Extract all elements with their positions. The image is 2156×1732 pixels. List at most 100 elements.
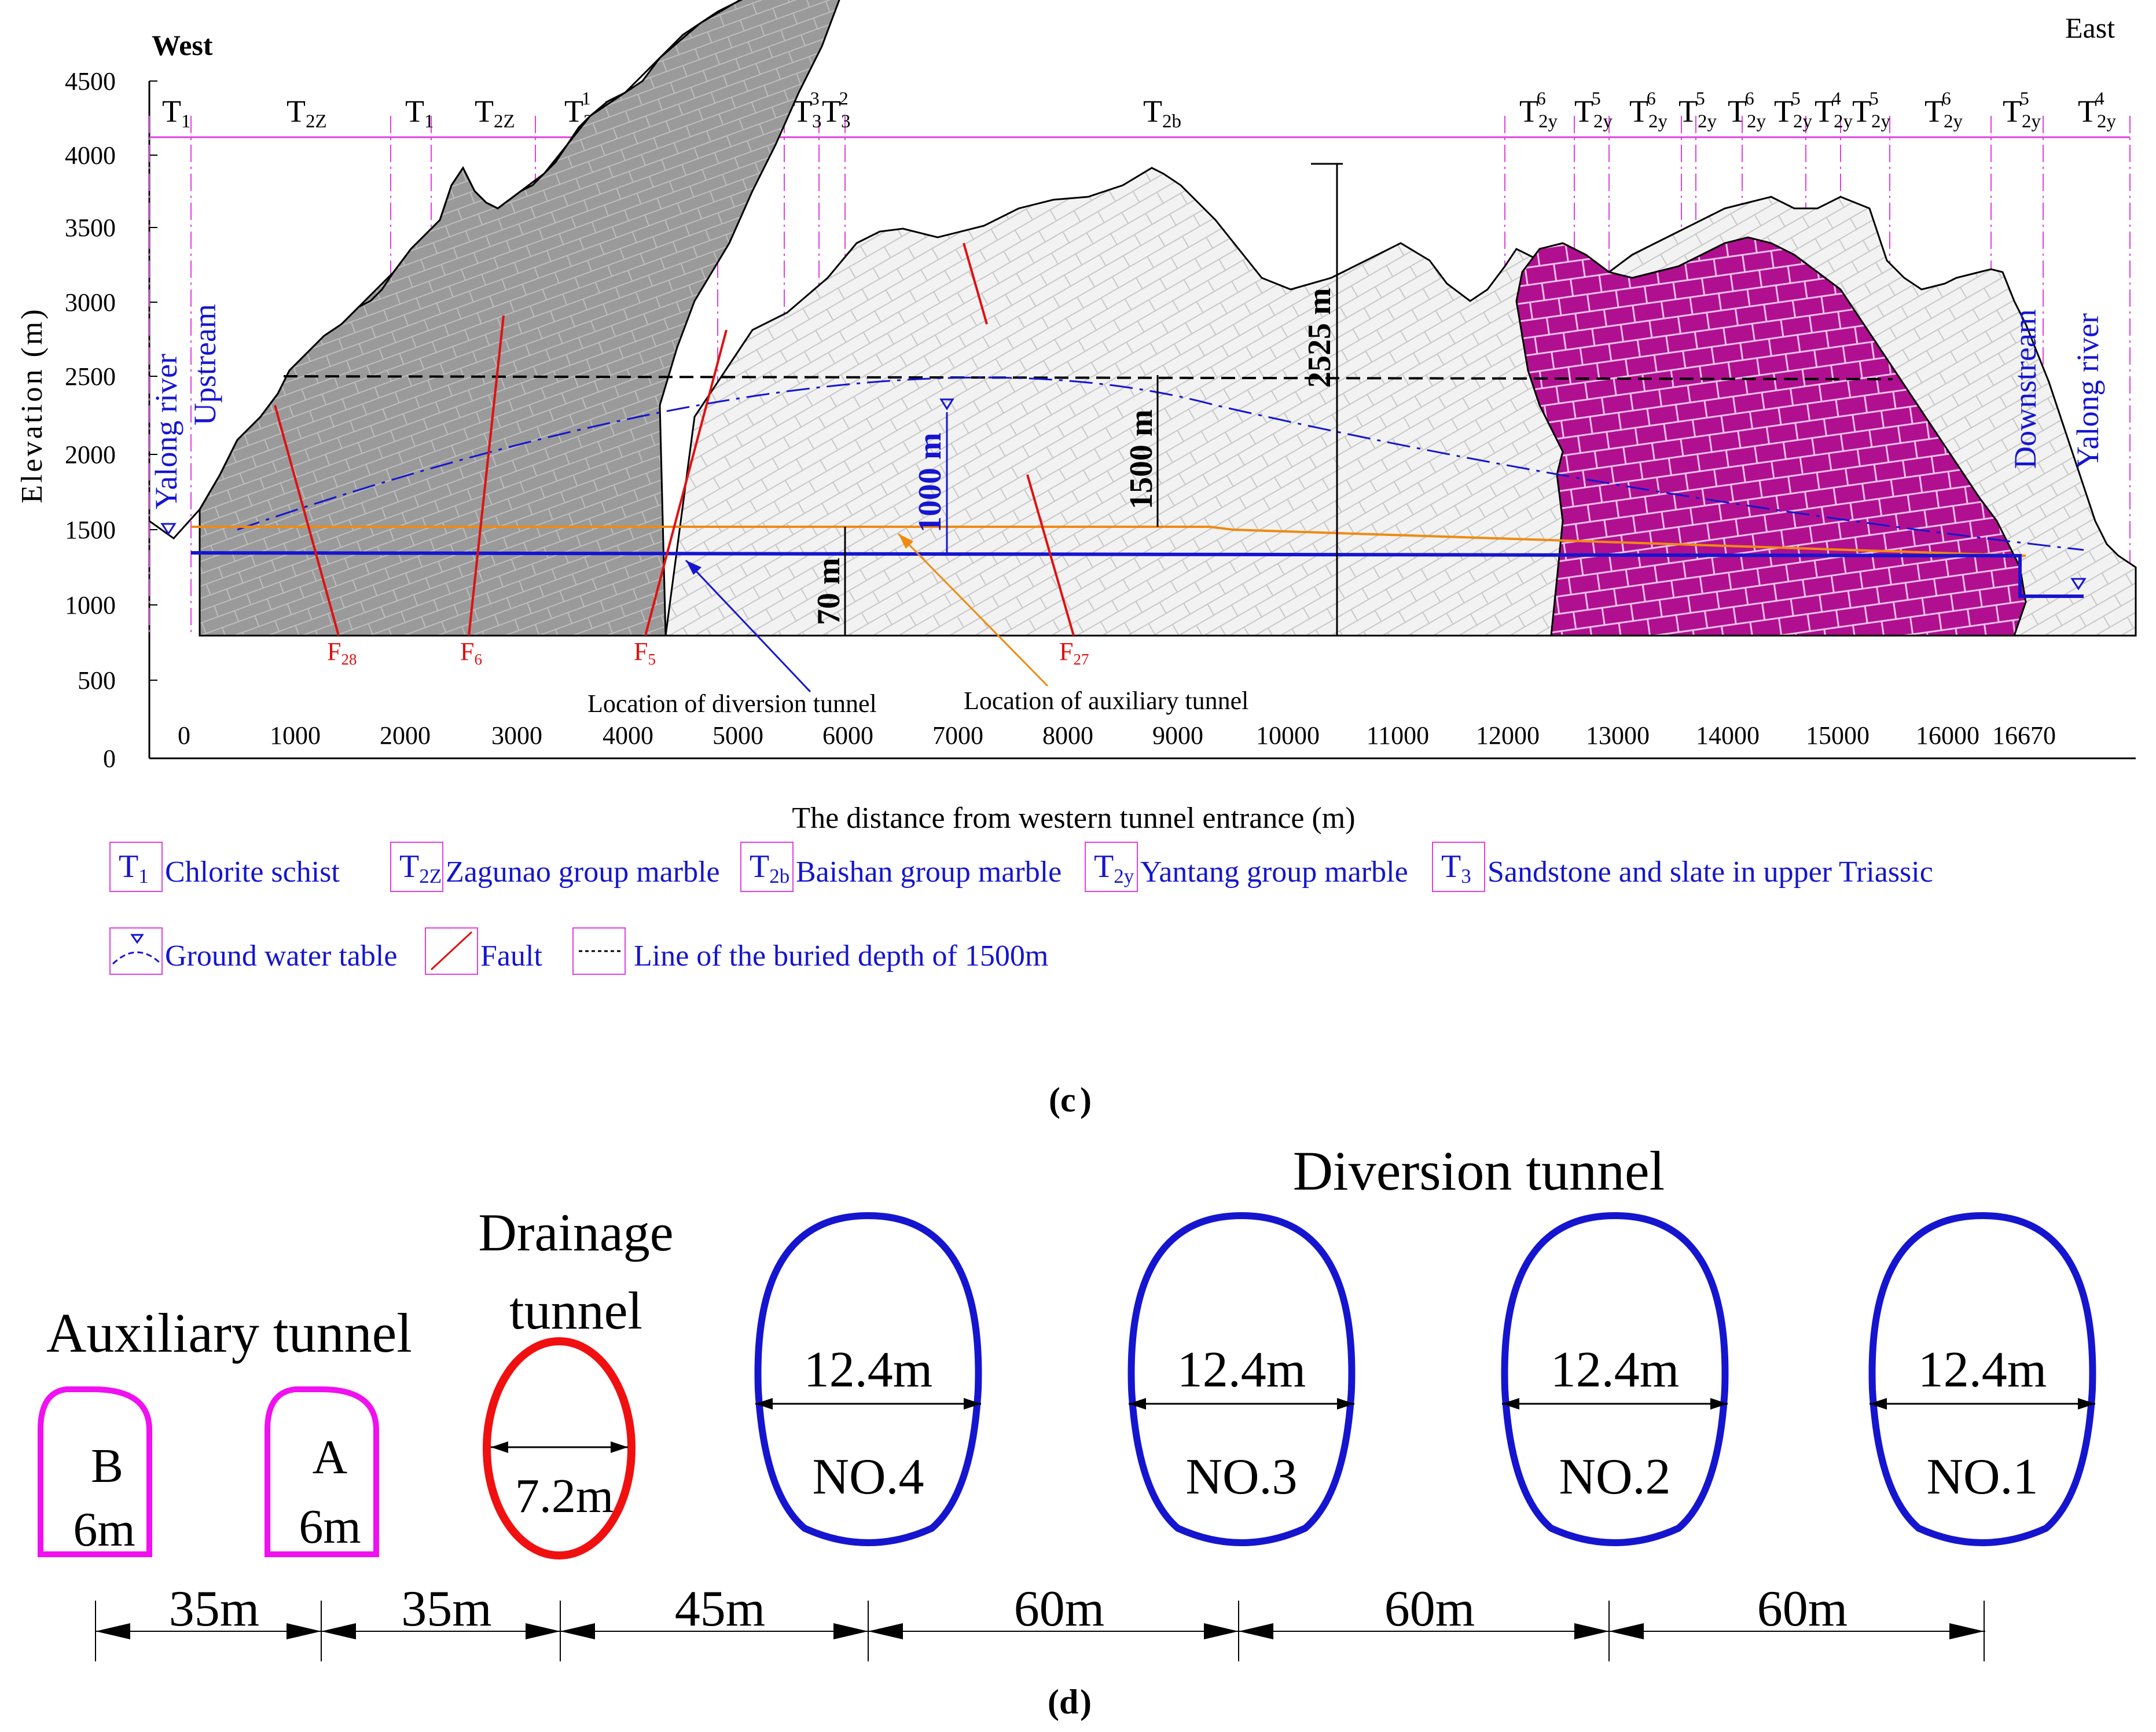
strata-label-sup: 5 bbox=[2020, 87, 2029, 108]
diversion-width-arrow-right bbox=[1337, 1398, 1354, 1410]
caption-c: ( c ) bbox=[1049, 1081, 1092, 1119]
legend-symbol-box bbox=[390, 842, 443, 892]
legend-depth-label: Line of the buried depth of 1500m bbox=[634, 940, 1048, 973]
diversion-number-label: NO.3 bbox=[1185, 1449, 1297, 1505]
strata-label: T2y bbox=[1774, 94, 1813, 132]
diversion-tunnel-line bbox=[190, 551, 2084, 598]
yantang-marble-zone bbox=[1515, 236, 2027, 637]
y-tick-label: 3000 bbox=[65, 288, 116, 317]
buried-depth-1500-line bbox=[283, 375, 1893, 380]
diversion-number-label: NO.2 bbox=[1559, 1449, 1670, 1505]
strata-label: T2Z bbox=[287, 94, 327, 132]
fault-lines bbox=[274, 243, 1075, 636]
diversion-tunnel-no-2: 12.4m NO.2 bbox=[1501, 1212, 1729, 1546]
spacing-arrow-right bbox=[1574, 1623, 1609, 1639]
legend-lithology-label: Chlorite schist bbox=[165, 856, 340, 889]
dimension-annotations: 2525 m 1500 m 1000 m 70 m bbox=[811, 163, 1343, 636]
x-tick-label: 16670 bbox=[1992, 721, 2056, 750]
diversion-width-label: 12.4m bbox=[1551, 1342, 1679, 1398]
geology-section bbox=[199, 0, 2137, 637]
y-tick-label: 4000 bbox=[65, 141, 116, 170]
water-marker-east bbox=[2070, 578, 2087, 590]
diversion-tunnel-no-1: 12.4m NO.1 bbox=[1868, 1212, 2096, 1546]
x-tick-label: 7000 bbox=[932, 721, 983, 750]
dim-1500-label: 1500 m bbox=[1123, 409, 1159, 509]
x-tick-label: 6000 bbox=[822, 721, 873, 750]
x-tick-label: 4000 bbox=[603, 721, 653, 750]
strata-label: T2y bbox=[1924, 94, 1963, 132]
x-tick-label: 12000 bbox=[1476, 721, 1540, 750]
arrow-auxiliary bbox=[897, 533, 1049, 687]
spacing-arrow-left bbox=[1609, 1623, 1644, 1639]
diversion-tunnel-shape bbox=[1868, 1212, 2096, 1546]
spacing-label: 35m bbox=[401, 1581, 491, 1637]
caption-d-letter: d bbox=[1059, 1683, 1078, 1721]
y-tick-label: 2000 bbox=[65, 441, 116, 469]
downstream-label: Downstream bbox=[2008, 309, 2043, 469]
legend-water-curve bbox=[112, 951, 162, 965]
upstream-label: Upstream bbox=[188, 304, 222, 425]
legend-fault-label: Fault bbox=[480, 940, 542, 973]
x-tick-label: 0 bbox=[178, 721, 190, 750]
arrow-auxiliary-head bbox=[898, 534, 913, 549]
diversion-width-arrow-left bbox=[1129, 1398, 1146, 1410]
strata-label: T2b bbox=[1143, 94, 1181, 132]
auxiliary-tunnel-b-width: 6m bbox=[73, 1503, 135, 1557]
diversion-width-label: 12.4m bbox=[804, 1342, 932, 1398]
spacing-arrow-left bbox=[96, 1623, 130, 1639]
x-tick-label: 8000 bbox=[1042, 721, 1093, 750]
strata-label: T2y bbox=[1678, 94, 1717, 132]
diversion-tunnel-no-4: 12.4m NO.4 bbox=[754, 1212, 982, 1546]
river-west-label: Yalong river bbox=[149, 354, 183, 509]
strata-label: T1 bbox=[162, 94, 191, 132]
drainage-width-label: 7.2m bbox=[515, 1469, 614, 1523]
strata-label: T2y bbox=[1815, 94, 1853, 132]
caption-d-open: ( bbox=[1048, 1683, 1059, 1721]
spacing-label: 45m bbox=[675, 1581, 765, 1637]
x-tick-label: 16000 bbox=[1916, 721, 1979, 750]
diversion-tunnel-title: Diversion tunnel bbox=[1293, 1140, 1665, 1202]
y-tick-label: 3500 bbox=[65, 214, 116, 242]
auxiliary-tunnel-a-width: 6m bbox=[299, 1500, 361, 1554]
legend-symbol: T2Z bbox=[399, 849, 442, 887]
arrow-diversion-head bbox=[686, 560, 701, 575]
dim-70-label: 70 m bbox=[811, 557, 847, 625]
location-callouts: Location of diversion tunnel Location of… bbox=[587, 533, 1248, 718]
x-tick-label: 3000 bbox=[491, 721, 542, 750]
x-tick-label: 9000 bbox=[1152, 721, 1203, 750]
y-tick-label: 1500 bbox=[65, 516, 116, 544]
spacing-arrow-left bbox=[868, 1623, 903, 1639]
caption-c-close: ) bbox=[1080, 1081, 1092, 1119]
x-axis-label: The distance from western tunnel entranc… bbox=[792, 802, 1355, 835]
x-tick-label: 15000 bbox=[1806, 721, 1869, 750]
spacing-arrow-right bbox=[526, 1623, 560, 1639]
legend-symbol: T2y bbox=[1094, 849, 1134, 887]
spacing-label: 60m bbox=[1014, 1581, 1104, 1637]
legend-lithology: T1 Chlorite schist T2Z Zagunao group marble… bbox=[109, 842, 1933, 892]
dim-2525-label: 2525 m bbox=[1302, 288, 1338, 388]
x-tick-label: 10000 bbox=[1256, 721, 1320, 750]
drainage-title-line2: tunnel bbox=[509, 1281, 642, 1340]
spacing-arrow-right bbox=[1949, 1623, 1984, 1639]
strata-label-sup: 5 bbox=[1869, 87, 1879, 108]
loc-diversion-label: Location of diversion tunnel bbox=[587, 689, 877, 718]
legend-symbol-box bbox=[109, 842, 163, 892]
y-tick-label: 1000 bbox=[65, 591, 116, 619]
diversion-width-arrow-right bbox=[964, 1398, 981, 1410]
strata-label-sup: 3 bbox=[810, 87, 820, 108]
strata-label-sup: 1 bbox=[582, 87, 591, 108]
x-tick-label: 11000 bbox=[1367, 721, 1429, 750]
auxiliary-tunnel-title: Auxiliary tunnel bbox=[46, 1302, 412, 1364]
caption-c-letter: c bbox=[1060, 1081, 1076, 1119]
spacing-arrow-right bbox=[833, 1623, 868, 1639]
auxiliary-tunnel-line bbox=[191, 526, 2026, 557]
x-axis-ticks: 0 1000 2000 3000 4000 5000 6000 7000 8000 9000 100… bbox=[178, 721, 2056, 750]
west-label: West bbox=[152, 29, 213, 61]
strata-label-sup: 5 bbox=[1592, 87, 1601, 108]
legend-water-marker bbox=[130, 934, 144, 944]
ground-water-table bbox=[237, 376, 2084, 551]
legend-fault-line bbox=[430, 931, 473, 971]
y-axis-ticks: 4500 4000 3500 3000 2500 2000 1500 1000 500 0 bbox=[65, 67, 157, 773]
diversion-tunnel-shape bbox=[754, 1212, 982, 1546]
diversion-width-arrow-left bbox=[1502, 1398, 1519, 1410]
